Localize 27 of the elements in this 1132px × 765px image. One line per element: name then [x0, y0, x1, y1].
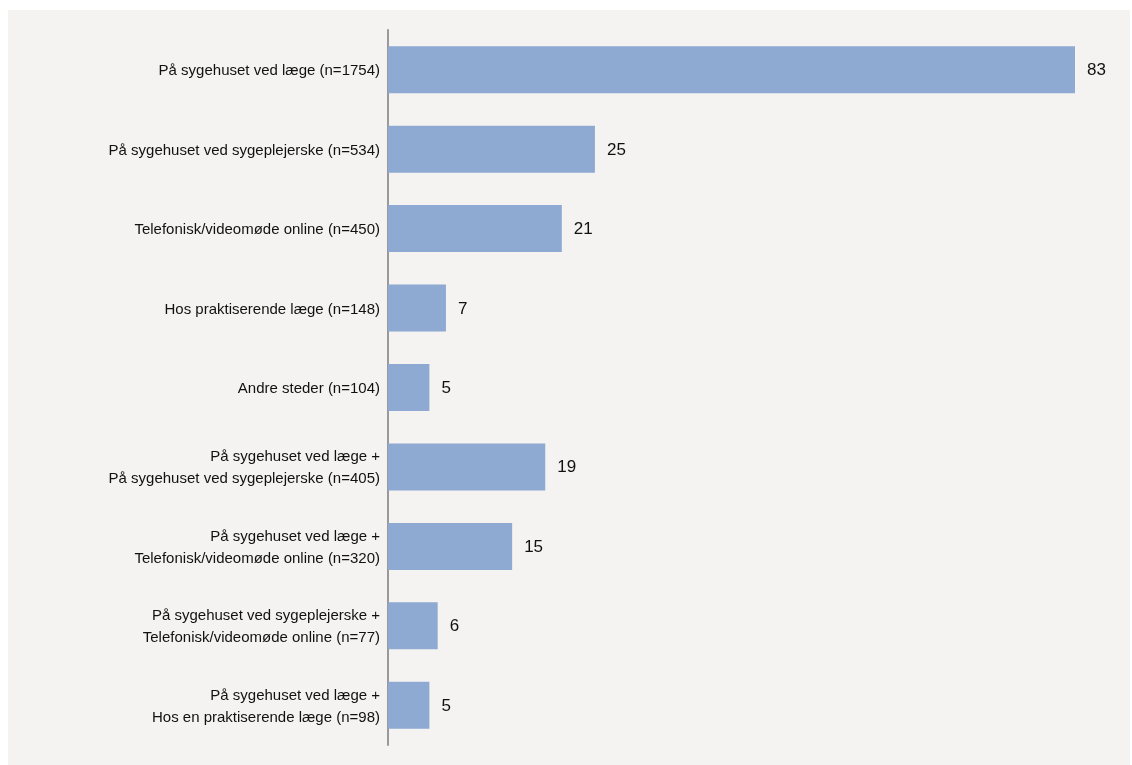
bar — [388, 443, 546, 491]
bar — [388, 681, 430, 729]
bar — [388, 364, 430, 411]
bar — [388, 46, 1075, 94]
data-label: 6 — [449, 616, 460, 636]
data-label: 15 — [524, 536, 544, 556]
bar — [388, 284, 446, 332]
y-tick-label: På sygehuset ved sygeplejerske + Telefonisk/videomøde online (n=77) — [142, 606, 381, 646]
y-tick-label: På sygehuset ved læge (n=1754) — [158, 61, 380, 79]
bar — [388, 522, 513, 570]
data-label: 19 — [557, 457, 577, 477]
y-tick-label: På sygehuset ved læge + Hos en praktiserende læge (n=98) — [151, 685, 381, 725]
data-label: 21 — [573, 219, 593, 239]
y-tick-label: Hos praktiserende læge (n=148) — [164, 299, 380, 317]
data-label: 7 — [457, 298, 468, 318]
y-tick-label: Telefonisk/videomøde online (n=450) — [134, 220, 380, 238]
y-tick-label: På sygehuset ved sygeplejerske (n=534) — [108, 140, 380, 158]
bar — [388, 125, 595, 173]
bar — [388, 602, 438, 650]
data-label: 5 — [441, 695, 451, 715]
y-tick-label: På sygehuset ved læge + Telefonisk/videomøde online (n=320) — [134, 526, 381, 566]
data-label: 25 — [606, 139, 626, 159]
y-tick-label: Andre steder (n=104) — [237, 379, 380, 396]
y-tick-label: På sygehuset ved læge + På sygehuset ved sygeplejerske (n=405) — [108, 447, 381, 487]
bar — [388, 205, 562, 253]
data-label: 5 — [441, 378, 451, 397]
data-label: 83 — [1087, 60, 1106, 80]
